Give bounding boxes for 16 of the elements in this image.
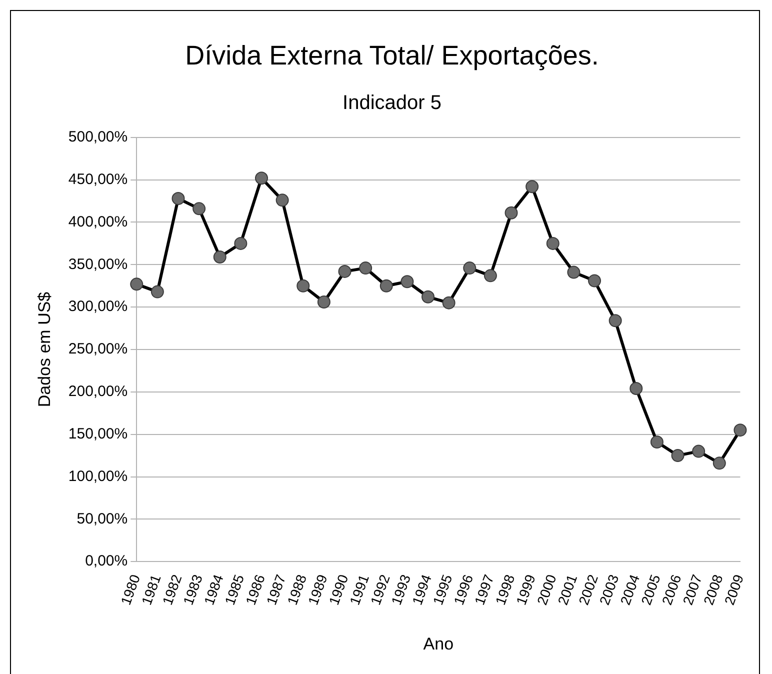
chart-subtitle: Indicador 5 (342, 92, 442, 114)
y-tick-label: 500,00% (68, 128, 128, 146)
y-tick-label: 200,00% (68, 383, 128, 400)
x-tick-label: 1984 (200, 572, 226, 608)
chart-title: Dívida Externa Total/ Exportações. (185, 40, 599, 71)
x-axis-title: Ano (423, 634, 454, 654)
y-axis-title: Dados em US$ (34, 291, 54, 408)
y-tick-label: 0,00% (85, 552, 128, 570)
y-tick-label: 50,00% (76, 510, 128, 528)
y-tick-label: 150,00% (68, 425, 128, 442)
y-tick-label: 400,00% (68, 213, 128, 230)
y-tick-label: 100,00% (68, 468, 128, 485)
y-tick-label: 450,00% (68, 170, 128, 188)
y-tick-label: 250,00% (68, 340, 128, 358)
y-tick-label: 300,00% (68, 298, 128, 316)
y-tick-label: 350,00% (68, 256, 128, 273)
